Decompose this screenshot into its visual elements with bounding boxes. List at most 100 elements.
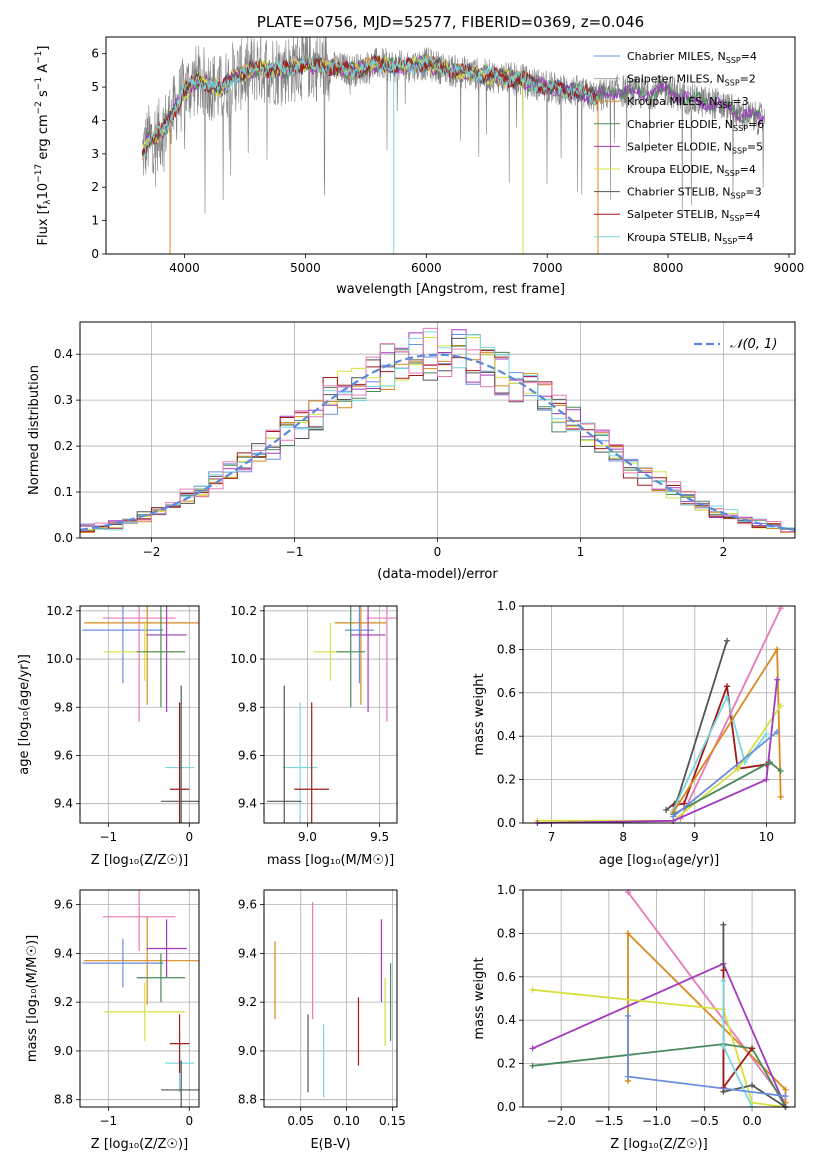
x-tick-label: −1 — [99, 1114, 117, 1128]
y-tick-label: 0.8 — [497, 926, 516, 940]
y-tick-label: 9.6 — [54, 748, 73, 762]
weight-marker — [624, 1012, 631, 1019]
mass_vs_Z-xlabel: Z [log₁₀(Z/Z☉)] — [91, 1137, 188, 1152]
x-tick-label: −1.5 — [594, 1114, 623, 1128]
y-tick-label: 9.2 — [238, 995, 257, 1009]
weight-marker — [529, 1045, 536, 1052]
y-tick-label: 9.4 — [238, 797, 257, 811]
axes-residuals: −2 −1 0 1 2 0.0 0.1 0.2 0.3 0.4 — [54, 322, 795, 559]
weight_vs_Z-frame — [522, 889, 796, 1108]
weight-marker — [681, 800, 688, 807]
y-tick-label: 0.4 — [497, 1013, 516, 1027]
weight-marker — [734, 765, 741, 772]
mass_vs_Z-ylabel: mass [log₁₀(M/M☉)] — [25, 935, 40, 1062]
x-tick-label: 0.10 — [333, 1114, 360, 1128]
y-tick-label: 0.0 — [54, 531, 73, 545]
weight-line — [532, 988, 786, 1108]
legend-name: Chabrier ELODIE, N — [627, 118, 733, 131]
spectrum-ylabel: Flux [fλ10−17 erg cm−2 s−1 A−1] — [34, 46, 53, 246]
x-tick-label: 7 — [548, 830, 556, 844]
legend-name: Salpeter STELIB, N — [627, 208, 729, 221]
x-tick-label: 0 — [185, 830, 193, 844]
x-tick-label: −1.0 — [642, 1114, 671, 1128]
figure-title: PLATE=0756, MJD=52577, FIBERID=0369, z=0… — [257, 13, 644, 31]
legend-gauss-label: 𝒩(0, 1) — [730, 337, 777, 352]
legend-sub: SSP — [732, 146, 747, 155]
x-tick-label: −2 — [143, 545, 161, 559]
lines-weight_vs_age — [534, 605, 784, 826]
weight-line — [537, 705, 782, 822]
age_vs_Z-ylabel: age [log₁₀(age/yr)] — [17, 654, 32, 775]
legend-name: Chabrier MILES, N — [627, 50, 726, 63]
legend-label: Kroupa ELODIE, NSSP=4 — [627, 163, 756, 178]
ylabel-part: A — [36, 64, 51, 77]
weight-marker — [774, 728, 781, 735]
legend-sub: SSP — [731, 192, 746, 201]
weight-marker — [663, 806, 670, 813]
x-tick-label: 9000 — [774, 261, 805, 275]
legend-val: =4 — [740, 163, 756, 176]
legend-label: Salpeter MILES, NSSP=2 — [627, 73, 756, 88]
weight-marker — [774, 646, 781, 653]
x-tick-label: 1 — [577, 545, 585, 559]
y-tick-label: 9.8 — [54, 700, 73, 714]
model-spectrum — [142, 53, 599, 159]
legend-label: Salpeter ELODIE, NSSP=5 — [627, 140, 763, 155]
x-tick-label: 10 — [759, 830, 774, 844]
ylabel-part: −2 — [34, 101, 44, 114]
y-tick-label: 4 — [91, 113, 99, 127]
axes-age_vs_Z: −1 0 9.4 9.6 9.8 10.0 10.2 — [46, 604, 199, 844]
x-tick-label: 0 — [434, 545, 442, 559]
age_vs_mass-frame — [263, 605, 398, 824]
y-tick-label: 10.0 — [46, 652, 73, 666]
y-tick-label: 10.0 — [230, 652, 257, 666]
y-tick-label: 1.0 — [497, 883, 516, 897]
x-tick-label: 0.0 — [743, 1114, 762, 1128]
legend-val: =3 — [732, 95, 748, 108]
y-tick-label: 9.0 — [54, 1044, 73, 1058]
weight-line — [722, 970, 753, 1091]
ylabel-part: −17 — [34, 164, 44, 183]
y-tick-label: 0.4 — [54, 347, 73, 361]
legend-label: Chabrier ELODIE, NSSP=6 — [627, 118, 764, 133]
axes-mass_vs_ebv: 0.05 0.10 0.15 8.8 9.0 9.2 9.4 9.6 — [238, 890, 406, 1128]
spectrum-xlabel: wavelength [Angstrom, rest frame] — [336, 282, 565, 297]
x-tick-label: 9.0 — [298, 830, 317, 844]
weight-marker — [720, 978, 727, 985]
x-tick-label: −2.0 — [547, 1114, 576, 1128]
x-tick-label: 9.5 — [370, 830, 389, 844]
ylabel-part: −1 — [34, 51, 44, 64]
age_vs_Z-frame — [79, 605, 200, 824]
ylabel-part: Flux [f — [36, 204, 51, 245]
mass_vs_ebv-xlabel: E(B-V) — [310, 1137, 350, 1152]
weight-marker — [749, 1045, 756, 1052]
x-tick-label: 8 — [619, 830, 627, 844]
legend-val: =4 — [737, 231, 753, 244]
y-tick-label: 0.0 — [497, 816, 516, 830]
y-tick-label: 10.2 — [46, 604, 73, 618]
y-tick-label: 9.4 — [238, 946, 257, 960]
x-tick-label: 9 — [691, 830, 699, 844]
weight-marker — [777, 702, 784, 709]
weight-line — [679, 607, 782, 820]
weight_vs_Z-xlabel: Z [log₁₀(Z/Z☉)] — [610, 1137, 707, 1152]
ylabel-part: ] — [36, 46, 51, 51]
weight-marker — [670, 813, 677, 820]
axes-age_vs_mass: 9.0 9.5 9.4 9.6 9.8 10.0 10.2 — [230, 604, 397, 844]
mass_vs_Z-frame — [79, 889, 200, 1108]
weight-marker — [777, 767, 784, 774]
y-tick-label: 0.1 — [54, 485, 73, 499]
weight-marker — [720, 921, 727, 928]
weight-marker — [782, 1086, 789, 1093]
weight-line — [627, 891, 787, 1104]
normal-curve — [80, 353, 795, 531]
legend-sub: SSP — [725, 79, 740, 88]
y-tick-label: 0 — [91, 247, 99, 261]
weight_vs_age-ylabel: mass weight — [472, 673, 487, 755]
weight-marker — [720, 1043, 727, 1050]
ylabel-part: erg cm — [36, 114, 51, 163]
legend-label: Chabrier MILES, NSSP=4 — [627, 50, 757, 65]
legend-name: Salpeter MILES, N — [627, 73, 725, 86]
x-tick-label: −1 — [99, 830, 117, 844]
